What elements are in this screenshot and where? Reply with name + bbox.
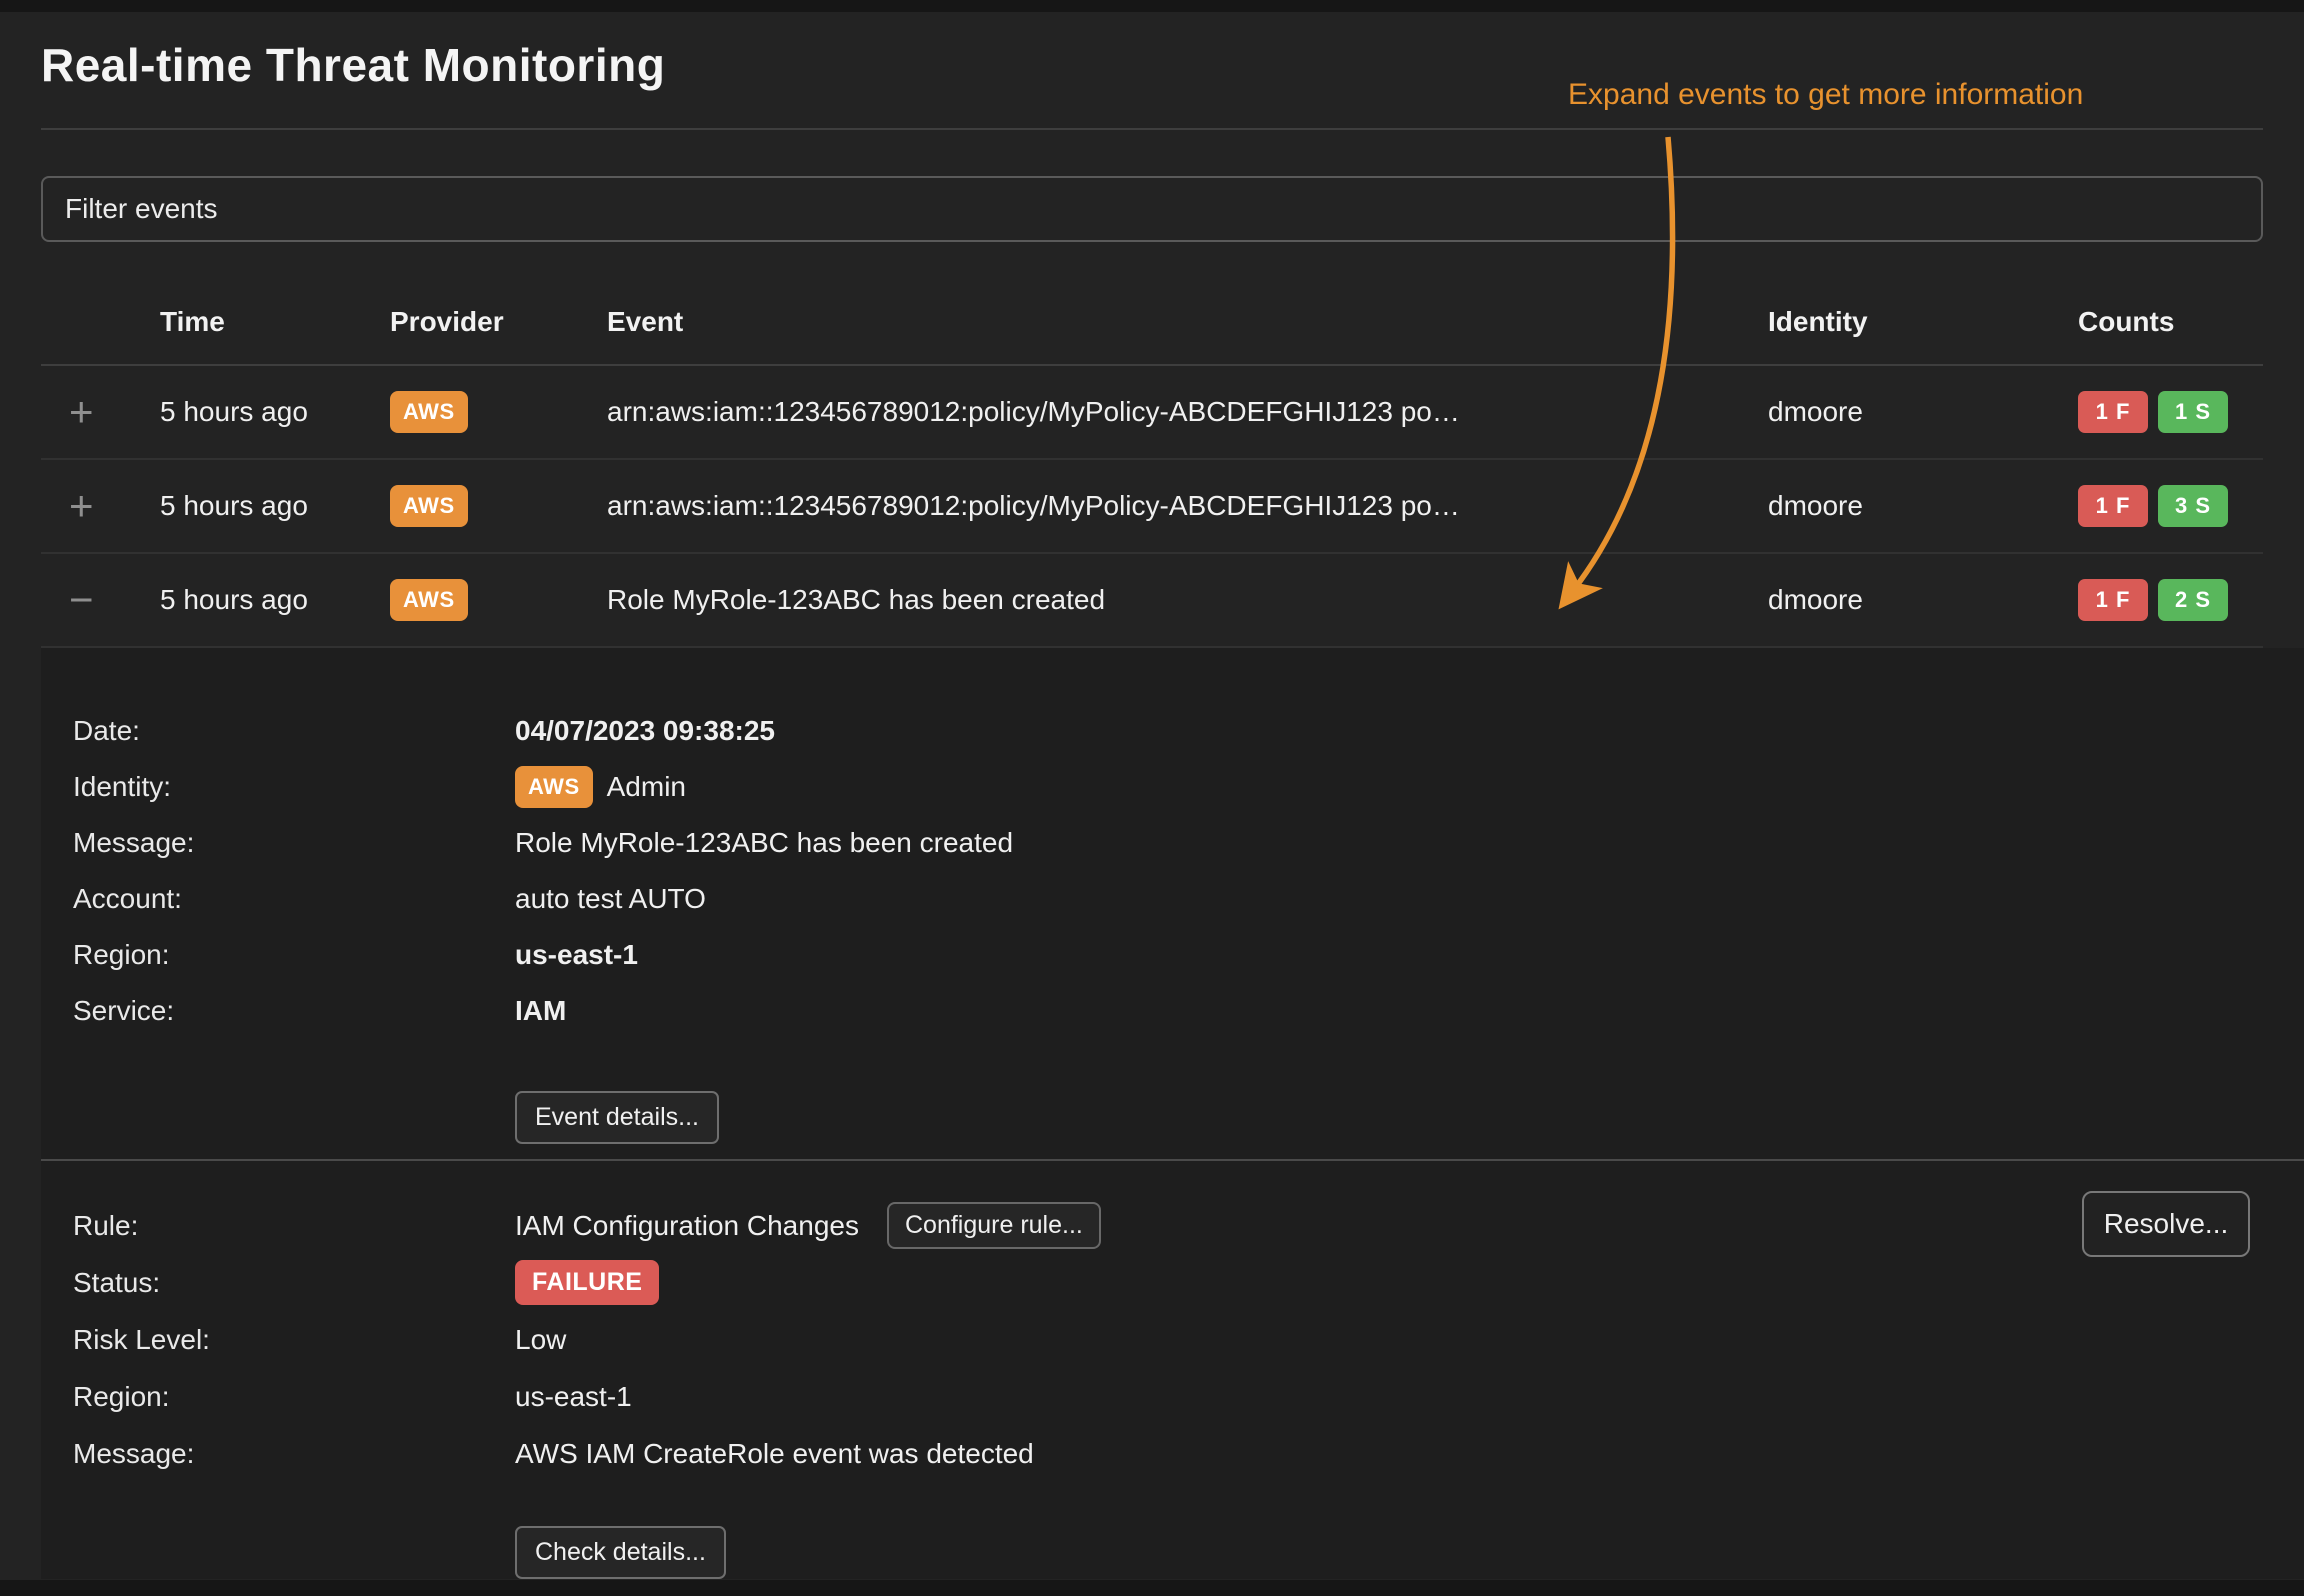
rule-section: Rule: IAM Configuration Changes Configur… — [73, 1197, 2304, 1579]
rule-value: IAM Configuration Changes — [515, 1209, 859, 1241]
region-value: us-east-1 — [515, 939, 638, 970]
header-counts: Counts — [2078, 306, 2175, 337]
rule-label: Rule: — [73, 1209, 139, 1241]
provider-badge: AWS — [390, 485, 468, 527]
provider-badge: AWS — [390, 391, 468, 433]
resolve-button[interactable]: Resolve... — [2082, 1191, 2250, 1257]
success-count-badge: 1 S — [2158, 391, 2228, 433]
provider-badge: AWS — [390, 579, 468, 621]
page-title: Real-time Threat Monitoring — [41, 39, 666, 91]
row-counts: 1 F 2 S — [2078, 579, 2263, 621]
collapse-row-icon[interactable]: − — [69, 576, 94, 624]
account-value: auto test AUTO — [515, 883, 706, 914]
window-bottom-edge — [0, 1580, 2304, 1596]
check-details-button[interactable]: Check details... — [515, 1526, 726, 1579]
events-table-header: Time Provider Event Identity Counts — [41, 242, 2263, 366]
identity-provider-badge: AWS — [515, 766, 593, 808]
message-label: Message: — [73, 827, 195, 858]
row-counts: 1 F 3 S — [2078, 485, 2263, 527]
event-details-button[interactable]: Event details... — [515, 1091, 719, 1144]
rule-message-label: Message: — [73, 1437, 195, 1469]
row-time: 5 hours ago — [160, 490, 308, 521]
row-identity: dmoore — [1768, 584, 1863, 615]
message-value: Role MyRole-123ABC has been created — [515, 827, 1014, 858]
title-divider — [41, 128, 2263, 130]
table-row-expanded: − 5 hours ago AWS Role MyRole-123ABC has… — [41, 554, 2263, 648]
header-provider: Provider — [390, 306, 504, 337]
row-identity: dmoore — [1768, 490, 1863, 521]
configure-rule-button[interactable]: Configure rule... — [886, 1202, 1101, 1249]
success-count-badge: 2 S — [2158, 579, 2228, 621]
service-label: Service: — [73, 995, 175, 1026]
header-event: Event — [607, 306, 684, 337]
risk-level-value: Low — [515, 1323, 567, 1355]
service-value: IAM — [515, 995, 567, 1026]
expand-row-icon[interactable]: + — [69, 388, 94, 436]
header-time: Time — [160, 306, 225, 337]
failure-count-badge: 1 F — [2078, 579, 2148, 621]
row-identity: dmoore — [1768, 396, 1863, 427]
identity-value: Admin — [606, 771, 686, 802]
row-counts: 1 F 1 S — [2078, 391, 2263, 433]
header-expander-spacer — [41, 338, 160, 364]
identity-label: Identity: — [73, 771, 172, 802]
table-row: + 5 hours ago AWS arn:aws:iam::123456789… — [41, 460, 2263, 554]
row-time: 5 hours ago — [160, 584, 308, 615]
account-label: Account: — [73, 883, 182, 914]
filter-events-input[interactable] — [41, 176, 2263, 242]
row-event-text: arn:aws:iam::123456789012:policy/MyPolic… — [607, 490, 1460, 521]
status-label: Status: — [73, 1266, 161, 1298]
failure-count-badge: 1 F — [2078, 485, 2148, 527]
expand-row-icon[interactable]: + — [69, 482, 94, 530]
table-row: + 5 hours ago AWS arn:aws:iam::123456789… — [41, 366, 2263, 460]
failure-count-badge: 1 F — [2078, 391, 2148, 433]
row-event-text: arn:aws:iam::123456789012:policy/MyPolic… — [607, 396, 1460, 427]
date-value: 04/07/2023 09:38:25 — [515, 715, 775, 746]
window-top-edge — [0, 0, 2304, 12]
success-count-badge: 3 S — [2158, 485, 2228, 527]
event-detail-panel: Date: 04/07/2023 09:38:25 Identity: AWS … — [41, 648, 2304, 1579]
date-label: Date: — [73, 715, 140, 746]
row-event-text: Role MyRole-123ABC has been created — [607, 584, 1106, 615]
rule-region-value: us-east-1 — [515, 1380, 632, 1412]
panel-divider — [41, 1159, 2304, 1161]
status-failure-badge: FAILURE — [515, 1260, 660, 1305]
rule-region-label: Region: — [73, 1380, 170, 1412]
header-identity: Identity — [1768, 306, 1868, 337]
row-time: 5 hours ago — [160, 396, 308, 427]
region-label: Region: — [73, 939, 170, 970]
annotation-text: Expand events to get more information — [1568, 78, 2084, 111]
rule-message-value: AWS IAM CreateRole event was detected — [515, 1437, 1034, 1469]
risk-level-label: Risk Level: — [73, 1323, 210, 1355]
